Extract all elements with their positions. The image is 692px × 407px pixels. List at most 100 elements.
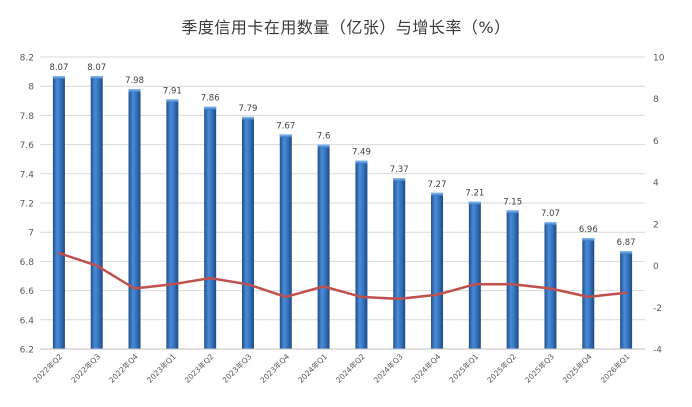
bar [279,134,292,349]
x-tick-label: 2022年Q4 [107,351,141,385]
bar [204,106,217,349]
bar-top [90,75,103,79]
bar-top [128,89,141,93]
bar-body [468,201,481,349]
y-left-tick-label: 6.2 [20,346,34,356]
x-tick-label: 2024年Q4 [409,351,443,385]
bar-data-label: 7.27 [428,180,447,190]
y-left-tick-label: 8.2 [20,54,34,64]
bar-data-label: 7.98 [125,76,144,86]
x-tick-label: 2025年Q2 [485,351,519,385]
y-left-tick-label: 6.4 [20,316,35,326]
y-left-tick-label: 7.6 [20,141,35,151]
bar-body [241,116,254,349]
y-left-tick-label: 7.8 [20,112,35,122]
bar [90,75,103,349]
x-tick-label: 2023年Q2 [182,351,216,385]
x-tick-label: 2025年Q4 [560,351,594,385]
chart-title: 季度信用卡在用数量（亿张）与增长率（%） [181,18,511,37]
bar-data-label: 7.67 [276,121,295,131]
x-tick-label: 2024年Q1 [296,351,330,385]
bar-top [431,192,444,196]
bar-data-label: 6.96 [579,225,598,235]
bar [241,116,254,349]
bar-body [506,210,519,349]
bar [317,144,330,349]
bar-top [204,106,217,110]
bar-data-label: 8.07 [49,63,68,73]
x-tick-label: 2022年Q3 [69,351,103,385]
axis-layer: 6.26.46.66.877.27.47.67.888.2-4-20246810… [20,54,665,385]
bar [506,210,519,349]
bar-top [241,116,254,120]
y-right-tick-label: -2 [653,304,662,314]
bar-data-label: 6.87 [617,238,636,248]
bar-top [506,210,519,214]
bar-body [582,238,595,349]
bar-body [52,75,65,349]
bar-top [620,251,633,255]
bar-data-label: 7.07 [541,209,560,219]
y-right-tick-label: 4 [653,179,659,189]
y-left-tick-label: 7 [28,229,34,239]
x-tick-label: 2023年Q4 [258,351,292,385]
bar-body [166,99,179,349]
bar-body [279,134,292,349]
bar-top [393,178,406,182]
bar-data-label: 7.91 [163,86,182,96]
bar [620,251,633,349]
bar [544,221,557,349]
x-tick-label: 2025年Q3 [522,351,556,385]
bar-data-label: 7.49 [352,148,371,158]
bar [166,99,179,349]
y-right-tick-label: 2 [653,220,659,230]
bar-body [544,221,557,349]
bar [128,89,141,350]
y-right-tick-label: 10 [653,54,665,64]
bar-data-label: 7.6 [317,132,331,142]
x-tick-label: 2026年Q1 [598,351,632,385]
y-left-tick-label: 8 [28,83,34,93]
bar-top [52,75,65,79]
x-tick-label: 2024年Q2 [333,351,367,385]
line-layer [57,251,628,301]
bar-data-label: 7.86 [201,94,220,104]
bar-body [431,192,444,349]
bar [582,238,595,349]
x-tick-label: 2024年Q3 [371,351,405,385]
bar [393,178,406,349]
bar-top [468,201,481,205]
bar-data-label: 7.15 [503,197,522,207]
x-tick-label: 2023年Q1 [144,351,178,385]
bar-body [128,89,141,350]
label-layer: 8.07 8.07 7.98 7.91 7.86 7.79 7.67 7.6 7.49 7.37 7… [49,63,635,248]
bar-body [204,106,217,349]
bar [468,201,481,349]
bar-top [544,221,557,225]
bar-body [90,75,103,349]
y-left-tick-label: 6.6 [20,287,35,297]
bar-top [317,144,330,148]
bar [355,160,368,349]
bar-body [620,251,633,349]
y-left-tick-label: 7.4 [20,170,35,180]
bar-top [355,160,368,164]
y-left-tick-label: 6.8 [20,258,35,268]
bar-body [393,178,406,349]
y-left-tick-label: 7.2 [20,200,34,210]
growth-rate-line [57,251,628,301]
bar-data-label: 8.07 [87,63,106,73]
bar-body [355,160,368,349]
bar-data-label: 7.79 [239,104,258,114]
bar-data-label: 7.37 [390,165,409,175]
bar-data-label: 7.21 [465,189,484,199]
bar-top [166,99,179,103]
y-right-tick-label: 8 [653,95,659,105]
y-right-tick-label: -4 [653,346,662,356]
x-tick-label: 2025年Q1 [447,351,481,385]
y-right-tick-label: 0 [653,262,659,272]
x-tick-label: 2022年Q2 [31,351,65,385]
bar-body [317,144,330,349]
